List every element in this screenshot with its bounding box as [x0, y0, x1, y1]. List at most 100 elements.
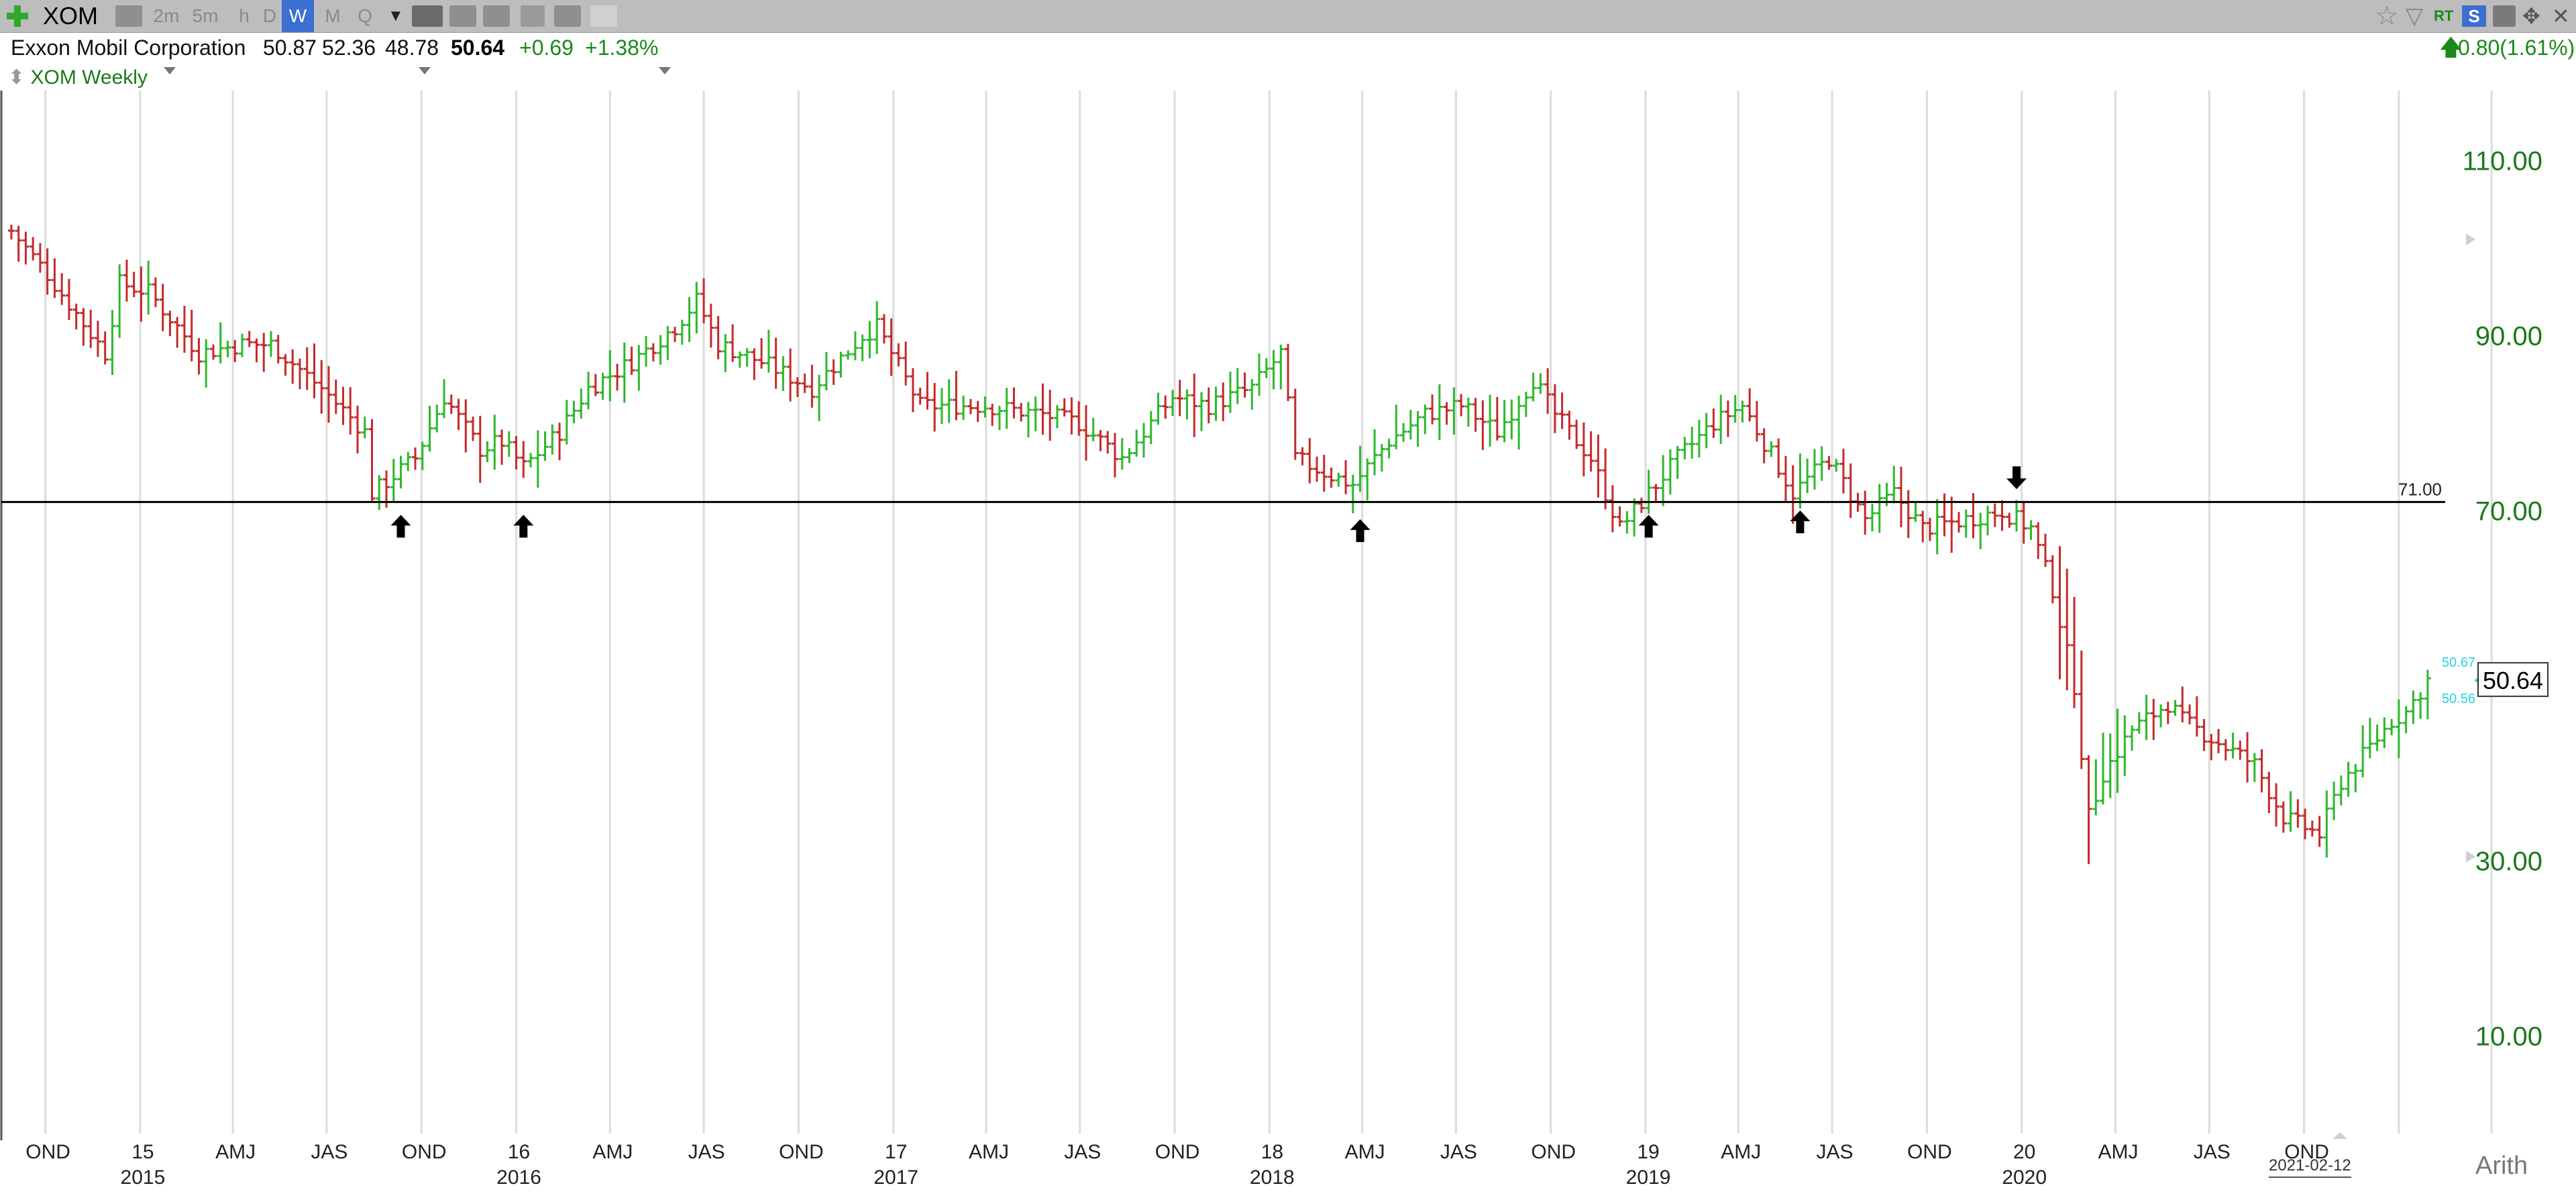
ohlc-bar	[1631, 498, 1638, 537]
ohlc-bar	[30, 237, 37, 261]
timeframe-m[interactable]: M	[325, 5, 341, 26]
ohlc-bar	[318, 360, 325, 414]
ohlc-bar	[1775, 438, 1782, 478]
timeframe-dropdown-icon[interactable]: ▼	[388, 7, 404, 25]
ohlc-bar	[1335, 472, 1342, 487]
current-date[interactable]: 2021-02-12	[2269, 1155, 2351, 1178]
indicator-icon[interactable]	[590, 5, 617, 27]
ohlc-bar	[1053, 404, 1061, 429]
overlay-chevron-icon[interactable]	[419, 67, 431, 74]
ohlc-bar	[743, 348, 751, 367]
chart-title-chevron-icon[interactable]	[164, 67, 176, 74]
ohlc-bar	[152, 277, 159, 307]
ohlc-bar	[1695, 419, 1703, 458]
ohlc-bar	[1529, 372, 1537, 402]
indicator-chevron-icon[interactable]	[659, 67, 671, 74]
bar-style-icon[interactable]	[449, 5, 476, 27]
low-price: 48.78	[385, 36, 439, 60]
timeframe-w[interactable]: W	[282, 0, 314, 32]
x-year-label: 2015	[121, 1166, 166, 1189]
x-tick-label: AMJ	[969, 1141, 1009, 1163]
ohlc-bar	[1024, 402, 1032, 437]
ohlc-bar	[2330, 781, 2338, 820]
filter-icon[interactable]: ▽	[2406, 3, 2424, 29]
timeframe-5m[interactable]: 5m	[192, 5, 219, 26]
ohlc-bar	[462, 399, 470, 453]
ohlc-bar	[289, 349, 297, 384]
star-icon[interactable]: ☆	[2375, 1, 2399, 31]
ohlc-bar	[989, 403, 996, 426]
ohlc-bar	[657, 335, 664, 365]
ohlc-bar	[822, 351, 830, 391]
ohlc-bar	[765, 329, 772, 373]
ohlc-bar	[1515, 395, 1523, 450]
s-icon[interactable]: S	[2462, 5, 2486, 27]
ohlc-bar	[2200, 718, 2208, 751]
ohlc-bar	[1342, 460, 1350, 494]
ohlc-bar	[845, 350, 852, 360]
ohlc-bar	[1904, 490, 1912, 539]
ohlc-bar	[1789, 465, 1796, 524]
draw-pencil-icon[interactable]	[521, 5, 545, 27]
text-tool-icon[interactable]	[412, 5, 443, 27]
ohlc-bar	[880, 314, 888, 344]
timeframe-2m[interactable]: 2m	[153, 5, 180, 26]
x-tick-label: OND	[779, 1141, 824, 1163]
scale-mode[interactable]: Arith	[2475, 1152, 2528, 1180]
ohlc-bar	[470, 417, 477, 441]
ohlc-bar	[1912, 502, 1919, 522]
ohlc-bar	[1436, 384, 1443, 441]
ohlc-bar	[1385, 438, 1393, 459]
ohlc-bar	[1558, 392, 1566, 429]
ohlc-bar	[1306, 438, 1313, 484]
ohlc-bar	[209, 344, 217, 360]
ohlc-bar	[1955, 512, 1962, 533]
timeframe-q[interactable]: Q	[358, 5, 372, 26]
open-price: 50.87	[263, 36, 317, 60]
timeframe-h[interactable]: h	[239, 5, 250, 26]
ohlc-bar	[1638, 498, 1645, 513]
ohlc-bar	[1674, 445, 1681, 480]
x-tick-label: AMJ	[2098, 1141, 2138, 1163]
ohlc-bar	[2006, 512, 2013, 528]
ohlc-bar	[816, 374, 823, 421]
ohlc-bar	[585, 372, 592, 410]
close-icon[interactable]: ✕	[2552, 4, 2570, 28]
down-arrow-annotation-icon	[2006, 466, 2027, 490]
ohlc-bar	[916, 387, 924, 405]
symbol-input[interactable]: XOM	[43, 2, 99, 30]
link-icon[interactable]	[115, 5, 142, 27]
after-hours-change: 0.80(1.61%)	[2458, 36, 2575, 60]
ohlc-bar	[1616, 506, 1623, 527]
ohlc-bar	[1839, 448, 1847, 494]
x-tick-label: OND	[2284, 1141, 2329, 1163]
rt-icon[interactable]: RT	[2434, 7, 2454, 24]
ohlc-bar	[1862, 490, 1869, 535]
ohlc-bar	[2078, 650, 2085, 769]
ohlc-bar	[484, 441, 491, 462]
save-icon[interactable]	[2493, 5, 2516, 27]
ohlc-bar	[1082, 404, 1089, 461]
ohlc-bar	[1010, 387, 1018, 419]
ohlc-bar	[405, 451, 412, 472]
ohlc-bar	[614, 364, 621, 391]
ohlc-bar	[505, 431, 513, 457]
calendar-grid-icon[interactable]	[483, 5, 510, 27]
ohlc-bar	[888, 318, 895, 376]
ohlc-bar	[2294, 799, 2302, 828]
notes-icon[interactable]	[554, 5, 581, 27]
timeframe-d[interactable]: D	[262, 5, 277, 26]
ohlc-bar	[902, 341, 910, 386]
move-icon[interactable]: ✥	[2522, 4, 2540, 28]
quote-bar: Exxon Mobil Corporation 50.87 52.36 48.7…	[0, 33, 2576, 62]
ohlc-bar	[1746, 388, 1754, 422]
ohlc-bar	[2258, 749, 2265, 793]
chart-title-dropdown[interactable]: ⬍ XOM Weekly	[8, 64, 148, 91]
ohlc-bar	[1890, 466, 1898, 504]
add-symbol-icon[interactable]	[5, 4, 30, 28]
ohlc-bar	[1645, 470, 1652, 514]
ohlc-bar	[2100, 732, 2107, 805]
ohlc-bar	[1421, 404, 1429, 435]
ohlc-bar	[1162, 395, 1169, 419]
